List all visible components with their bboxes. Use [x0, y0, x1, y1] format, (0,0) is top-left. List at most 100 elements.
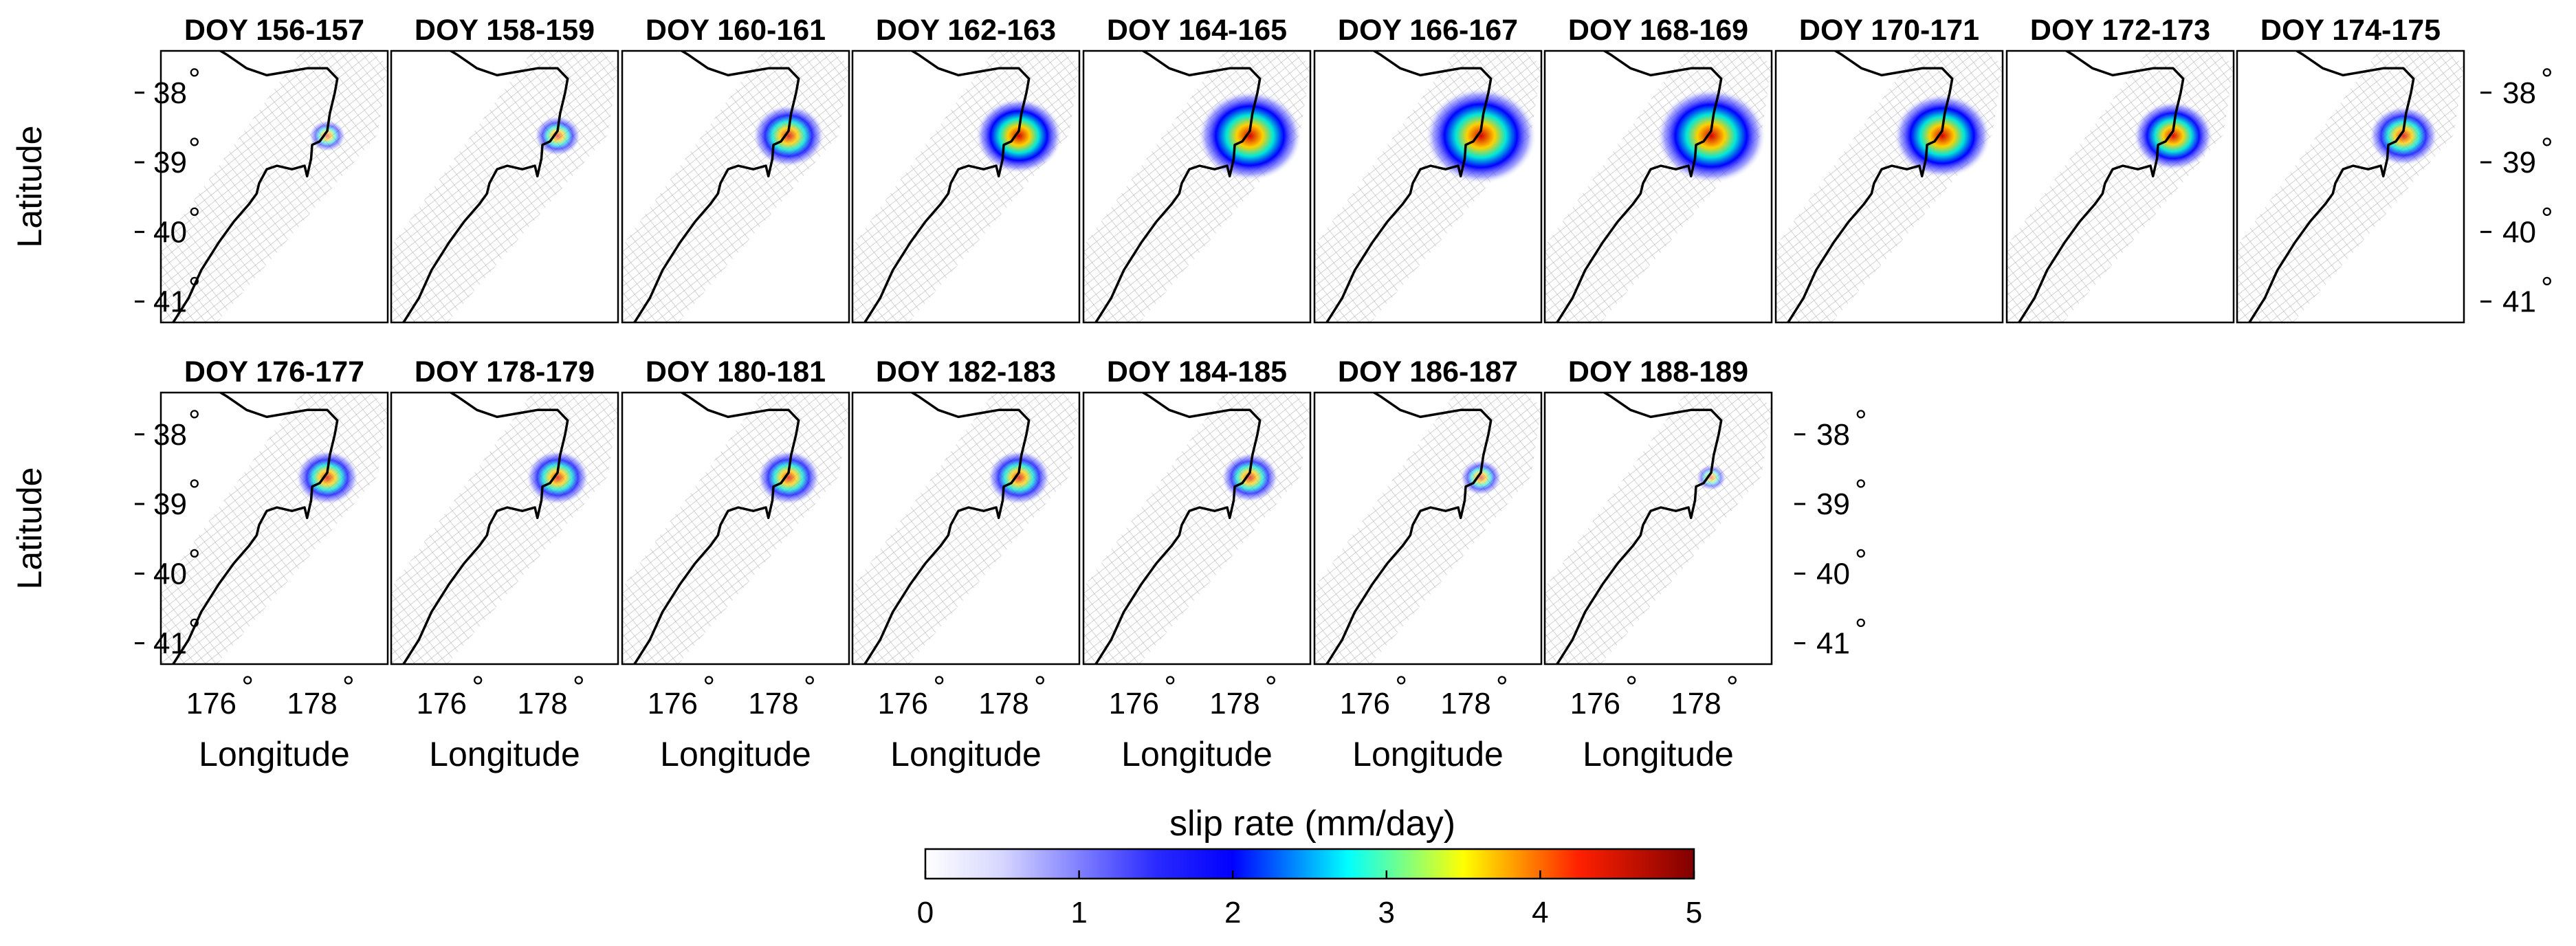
map-panel: DOY 156-157 — [159, 14, 389, 324]
coastline — [401, 51, 569, 322]
map-panel: DOY 186-187 — [1313, 355, 1543, 666]
y-tick-label: 38 — [1816, 418, 1850, 452]
degree-mark: ° — [188, 272, 201, 305]
fault-mesh — [1545, 393, 1772, 664]
coastline — [1094, 393, 1262, 664]
y-axis-label: Latitude — [10, 126, 49, 248]
degree-mark: ° — [1625, 670, 1638, 704]
panel-frame — [390, 391, 619, 666]
x-axis-label: Longitude — [1583, 735, 1734, 773]
colorbar-tick-label: 3 — [1378, 896, 1395, 930]
coastline — [863, 51, 1031, 322]
x-axis-label: Longitude — [660, 735, 811, 773]
slip-patch — [2133, 100, 2214, 171]
panel-frame — [1082, 391, 1312, 666]
x-tick-label: 176 — [186, 687, 236, 720]
map-panel: DOY 164-165 — [1082, 14, 1312, 324]
x-tick-label: 178 — [1671, 687, 1721, 720]
slip-patch — [1656, 88, 1766, 184]
degree-mark: ° — [1034, 670, 1046, 704]
x-tick-label: 178 — [1209, 687, 1259, 720]
colorbar-tick-label: 4 — [1532, 896, 1548, 930]
colorbar-tick-label: 2 — [1224, 896, 1241, 930]
map-panel: DOY 188-189 — [1543, 355, 1773, 666]
panel-frame — [159, 391, 389, 666]
y-tick-label: 39 — [153, 146, 187, 179]
map-panel: DOY 170-171 — [1774, 14, 2004, 324]
panel-frame — [1543, 391, 1773, 666]
x-tick-label: 178 — [748, 687, 798, 720]
slip-patch — [1460, 459, 1502, 496]
coastline — [171, 51, 339, 322]
panel-title: DOY 178-179 — [415, 355, 595, 388]
degree-mark: ° — [1395, 670, 1407, 704]
x-tick-label: 176 — [1340, 687, 1390, 720]
x-axis-label: Longitude — [1121, 735, 1273, 773]
map-panel: DOY 172-173 — [2005, 14, 2235, 324]
coastline — [2017, 51, 2185, 322]
slip-patch — [987, 450, 1050, 505]
coastline — [632, 393, 800, 664]
coastline — [1325, 51, 1493, 322]
coastline — [1094, 51, 1262, 322]
panel-frame — [621, 50, 850, 324]
panel-title: DOY 172-173 — [2030, 14, 2210, 47]
coastline — [1555, 51, 1723, 322]
degree-mark: ° — [804, 670, 816, 704]
map-panel: DOY 180-181 — [621, 355, 850, 666]
panel-frame — [159, 50, 389, 324]
panel-frame — [2236, 50, 2465, 324]
x-tick-label: 178 — [1440, 687, 1490, 720]
slip-patch — [296, 450, 359, 505]
degree-mark: ° — [188, 63, 201, 96]
degree-mark: ° — [241, 670, 254, 704]
degree-mark: ° — [2541, 272, 2553, 305]
degree-mark: ° — [472, 670, 484, 704]
slip-patch — [1221, 452, 1279, 503]
degree-mark: ° — [1265, 670, 1277, 704]
colorbar-tick-label: 5 — [1686, 896, 1702, 930]
panel-frame — [1313, 391, 1543, 666]
map-panel: DOY 184-185 — [1082, 355, 1312, 666]
coastline — [1786, 51, 1954, 322]
coastline — [632, 51, 800, 322]
panel-title: DOY 158-159 — [415, 14, 595, 47]
x-tick-label: 176 — [417, 687, 467, 720]
panel-frame — [851, 50, 1081, 324]
degree-mark: ° — [573, 670, 585, 704]
slip-patch — [526, 450, 589, 505]
panel-frame — [851, 391, 1081, 666]
y-tick-label: 40 — [153, 215, 187, 249]
degree-mark: ° — [1855, 613, 1867, 647]
colorbar-tick-label: 1 — [1070, 896, 1087, 930]
y-tick-label: 41 — [2502, 285, 2536, 319]
panel-frame — [1082, 50, 1312, 324]
degree-mark: ° — [1496, 670, 1508, 704]
panel-title: DOY 180-181 — [646, 355, 826, 388]
map-panels: DOY 156-157 DOY 158-159 DOY 160-161 DOY 162… — [159, 14, 2465, 666]
map-panel: DOY 166-167 — [1313, 14, 1543, 324]
map-panel: DOY 168-169 — [1543, 14, 1773, 324]
degree-mark: ° — [188, 404, 201, 438]
degree-mark: ° — [2541, 132, 2553, 166]
x-axis-label: Longitude — [1352, 735, 1504, 773]
colorbar-label: slip rate (mm/day) — [1169, 804, 1455, 844]
degree-mark: ° — [1855, 404, 1867, 438]
x-tick-label: 176 — [878, 687, 928, 720]
panel-title: DOY 166-167 — [1338, 14, 1518, 47]
x-tick-label: 176 — [1570, 687, 1620, 720]
y-tick-label: 39 — [1816, 487, 1850, 521]
y-tick-label: 39 — [2502, 146, 2536, 179]
degree-mark: ° — [933, 670, 945, 704]
panel-title: DOY 186-187 — [1338, 355, 1518, 388]
coastline — [171, 393, 339, 664]
map-panel: DOY 182-183 — [851, 355, 1081, 666]
degree-mark: ° — [188, 132, 201, 166]
panel-frame — [1313, 50, 1543, 324]
x-axis-label: Longitude — [890, 735, 1042, 773]
panel-title: DOY 156-157 — [184, 14, 364, 47]
x-tick-label: 176 — [1109, 687, 1159, 720]
slip-patch — [1893, 93, 1992, 179]
degree-mark: ° — [342, 670, 355, 704]
degree-mark: ° — [1164, 670, 1176, 704]
